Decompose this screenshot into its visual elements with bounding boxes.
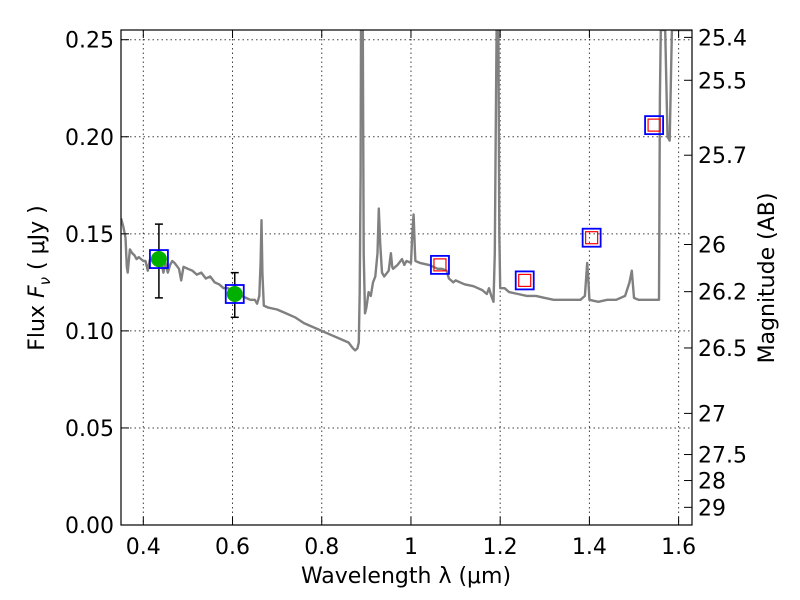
y2-tick-label-4: 26.2 [698,281,747,306]
synthetic-box-3 [514,270,535,291]
y-axis-title: Flux Fν ( μJy ) [25,205,54,350]
y2-tick-label-9: 29 [698,496,726,521]
y2-axis-title: Magnitude (AB) [755,193,780,364]
y-tick-label-2: 0.10 [65,320,114,345]
x-axis-title: Wavelength λ (μm) [301,564,511,589]
axis-ticks: 0.4 0.6 0.8 1 1.2 1.4 1.6 0.00 0.05 0.10 0.15 0.20 0… [65,26,747,560]
model-spectrum-layer [121,30,692,352]
detection-box-3 [518,273,532,288]
y2-tick-label-7: 27.5 [698,444,747,469]
y-tick-label-0: 0.00 [65,514,114,539]
y-tick-label-5: 0.25 [65,29,114,54]
detection-box-4 [585,231,599,245]
photometry-markers [149,115,664,319]
synthetic-box-0 [149,249,169,269]
y-axis-title-suffix: ( μJy ) [25,205,50,277]
x-tick-label-6: 1.6 [661,535,696,560]
y-tick-label-1: 0.05 [65,417,114,442]
x-tick-label-4: 1.2 [483,535,518,560]
model-spectrum-line [121,30,692,352]
detection-box-2 [433,258,447,272]
observed-point-0 [150,251,167,268]
y2-tick-label-6: 27 [698,402,726,427]
detection-box-5 [647,118,661,132]
synthetic-box-2 [430,254,450,275]
x-tick-label-0: 0.4 [126,535,161,560]
x-tick-label-5: 1.4 [572,535,607,560]
y2-tick-label-2: 25.7 [698,144,747,169]
y-tick-label-3: 0.15 [65,223,114,248]
y-axis-title-prefix: Flux [25,298,50,351]
y2-tick-label-1: 25.5 [698,69,747,94]
y2-tick-label-8: 28 [698,470,726,495]
y2-tick-label-5: 26.5 [698,337,747,362]
x-tick-label-3: 1 [404,535,418,560]
y-axis-title-symbol: F [25,285,50,298]
synthetic-box-4 [581,227,602,248]
y2-tick-label-0: 25.4 [698,26,747,51]
plot-frame [120,29,693,526]
observed-point-1 [226,286,243,302]
y-axis-title-subscript: ν [36,277,54,285]
synthetic-box-1 [224,284,245,304]
y-tick-label-4: 0.20 [65,126,114,151]
synthetic-box-5 [644,115,664,136]
y2-tick-label-3: 26 [698,234,726,259]
x-tick-label-2: 0.8 [304,535,339,560]
x-tick-label-1: 0.6 [215,535,250,560]
